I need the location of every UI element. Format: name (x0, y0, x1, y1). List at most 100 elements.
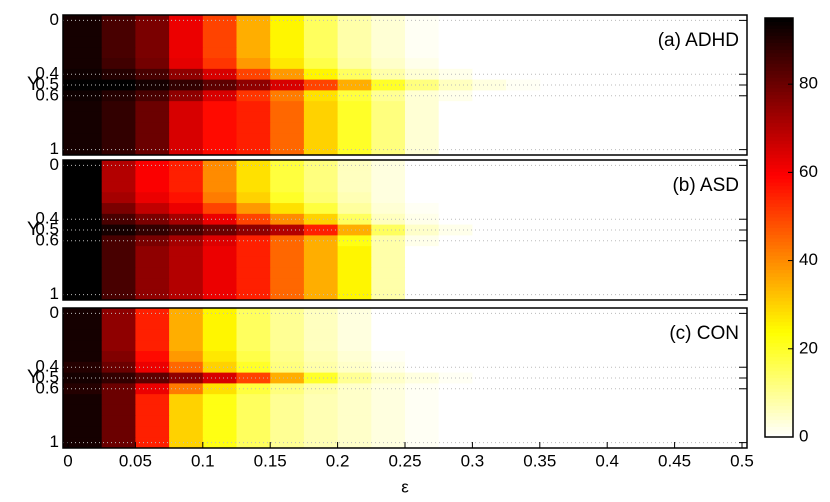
heatmap-cell (101, 256, 136, 269)
colorbar-segment (765, 293, 793, 298)
colorbar-segment (765, 136, 793, 141)
colorbar-segment (765, 402, 793, 407)
heatmap-cell (101, 351, 136, 363)
heatmap-cell (101, 47, 136, 59)
heatmap-cell (202, 351, 237, 363)
heatmap-cell (202, 404, 237, 417)
heatmap-cell (101, 426, 136, 438)
colorbar-segment (765, 353, 793, 358)
colorbar-segment (765, 66, 793, 71)
heatmap-cell (506, 101, 541, 113)
heatmap-cell (303, 278, 339, 290)
y-tick-label: 0.5 (35, 74, 59, 93)
heatmap-cell (101, 203, 136, 215)
panel-frame (62, 159, 748, 301)
heatmap-cell (405, 133, 440, 145)
colorbar-segment (765, 321, 793, 326)
heatmap-cell (135, 36, 170, 48)
heatmap-cell (405, 144, 440, 156)
heatmap-cell (202, 329, 237, 341)
heatmap-cell (438, 404, 473, 417)
colorbar-segment (765, 105, 793, 110)
colorbar-segment (765, 126, 793, 131)
heatmap-cell (472, 160, 507, 172)
colorbar-segment (765, 304, 793, 309)
heatmap-cell (405, 329, 440, 341)
heatmap-cell (63, 90, 103, 102)
heatmap-cell (63, 47, 103, 59)
heatmap-cell (472, 246, 507, 258)
heatmap-cell (438, 318, 473, 331)
heatmap-cell (405, 256, 440, 269)
colorbar-segment (765, 370, 793, 375)
heatmap-cell (371, 256, 406, 269)
heatmap-cell (506, 318, 541, 331)
colorbar-segment (765, 290, 793, 295)
heatmap-cell (303, 329, 339, 341)
heatmap-cell (506, 203, 541, 215)
heatmap-cell (371, 111, 406, 124)
colorbar-segment (765, 84, 793, 89)
heatmap-cell (270, 47, 305, 59)
colorbar-segment (765, 311, 793, 316)
heatmap-cell (405, 437, 440, 449)
heatmap-cell (337, 246, 372, 258)
heatmap-cell (371, 133, 406, 145)
heatmap-cell (303, 415, 339, 427)
colorbar-segment (765, 133, 793, 138)
colorbar-segment (765, 258, 793, 263)
heatmap-cell (405, 36, 440, 48)
heatmap-cell (101, 318, 136, 331)
heatmap-cell (337, 340, 372, 352)
heatmap-cell (135, 213, 170, 226)
heatmap-cell (236, 122, 271, 134)
heatmap-cell (303, 36, 339, 48)
heatmap-cell (101, 289, 136, 301)
heatmap-cell (236, 351, 271, 363)
heatmap-cell (303, 351, 339, 363)
heatmap-cell (438, 58, 473, 70)
colorbar-segment (765, 140, 793, 145)
x-tick-label: 0.5 (730, 451, 754, 470)
heatmap-cell (236, 101, 271, 113)
colorbar-segment (765, 206, 793, 211)
colorbar-segment (765, 189, 793, 194)
heatmap-cell (101, 25, 136, 38)
heatmap-cell (303, 213, 339, 226)
heatmap-cell (270, 404, 305, 417)
heatmap-cell (506, 267, 541, 279)
heatmap-cell (63, 15, 103, 27)
heatmap-cell (101, 58, 136, 70)
heatmap-cell (236, 58, 271, 70)
heatmap-cell (303, 372, 339, 384)
heatmap-cell (405, 383, 440, 395)
heatmap-cell (63, 404, 103, 417)
heatmap-cell (63, 160, 103, 172)
heatmap-cell (135, 15, 170, 27)
heatmap-cell (337, 235, 372, 247)
heatmap-cell (337, 68, 372, 81)
colorbar-segment (765, 59, 793, 64)
heatmap-cell (472, 235, 507, 247)
heatmap-cell (303, 437, 339, 449)
y-axis-label: Y (27, 219, 40, 240)
heatmap-cell (405, 235, 440, 247)
heatmap-cell (135, 372, 170, 384)
heatmap-cell (303, 101, 339, 113)
heatmap-cell (472, 68, 507, 81)
heatmap-cell (63, 246, 103, 258)
heatmap-cell (303, 90, 339, 102)
heatmap-cell (371, 361, 406, 374)
heatmap-cell (438, 170, 473, 183)
colorbar-segment (765, 77, 793, 82)
heatmap-cell (169, 394, 204, 406)
colorbar-segment (765, 230, 793, 235)
heatmap-cell (101, 246, 136, 258)
heatmap-cell (472, 79, 507, 91)
heatmap-cell (337, 372, 372, 384)
heatmap-cell (63, 426, 103, 438)
heatmap-cell (202, 256, 237, 269)
heatmap-cell (135, 235, 170, 247)
heatmap-cell (169, 351, 204, 363)
heatmap-cell (236, 426, 271, 438)
